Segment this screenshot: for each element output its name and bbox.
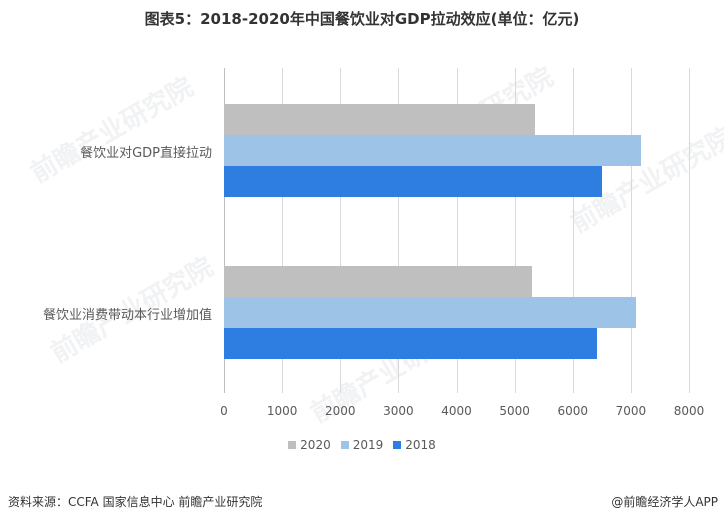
bar-2020 — [224, 266, 533, 297]
gridline — [630, 68, 632, 393]
legend-swatch-icon — [340, 441, 349, 449]
gridline — [398, 68, 400, 393]
legend-swatch-icon — [393, 441, 402, 449]
gridline — [572, 68, 574, 393]
source-note: 资料来源：CCFA 国家信息中心 前瞻产业研究院 — [8, 495, 263, 509]
bar-2020 — [224, 104, 535, 135]
legend-label: 2019 — [352, 438, 384, 452]
x-tick-label: 5000 — [499, 404, 530, 418]
gridline — [689, 68, 690, 393]
gridline — [282, 68, 284, 393]
bar-2018 — [224, 166, 602, 197]
legend-item: 2018 — [393, 438, 436, 452]
watermark: 前瞻产业研究院 — [25, 72, 199, 190]
x-tick-label: 2000 — [324, 404, 356, 418]
bar-2019 — [224, 135, 641, 166]
x-tick-label: 0 — [220, 404, 228, 418]
bar-2018 — [224, 328, 598, 359]
gridline — [514, 68, 516, 393]
plot-area — [224, 68, 690, 393]
x-tick-label: 8000 — [673, 404, 705, 418]
credit-note: @前瞻经济学人APP — [611, 495, 718, 509]
gridline — [456, 68, 458, 393]
legend-item: 2020 — [288, 438, 331, 452]
legend: 2020 2019 2018 — [0, 438, 724, 452]
category-label: 餐饮业消费带动本行业增加值 — [42, 307, 212, 323]
legend-item: 2019 — [340, 438, 384, 452]
gridline — [340, 68, 342, 393]
gridline — [224, 68, 225, 393]
legend-label: 2018 — [405, 438, 436, 452]
legend-label: 2020 — [300, 438, 331, 452]
x-tick-label: 4000 — [441, 404, 472, 418]
x-tick-label: 1000 — [266, 404, 298, 418]
x-tick-label: 6000 — [557, 404, 589, 418]
x-tick-label: 3000 — [383, 404, 414, 418]
legend-swatch-icon — [288, 441, 297, 449]
category-label: 餐饮业对GDP直接拉动 — [80, 145, 212, 161]
chart-title: 图表5：2018-2020年中国餐饮业对GDP拉动效应(单位：亿元) — [144, 10, 580, 28]
x-tick-label: 7000 — [615, 404, 647, 418]
bar-2019 — [224, 297, 636, 328]
